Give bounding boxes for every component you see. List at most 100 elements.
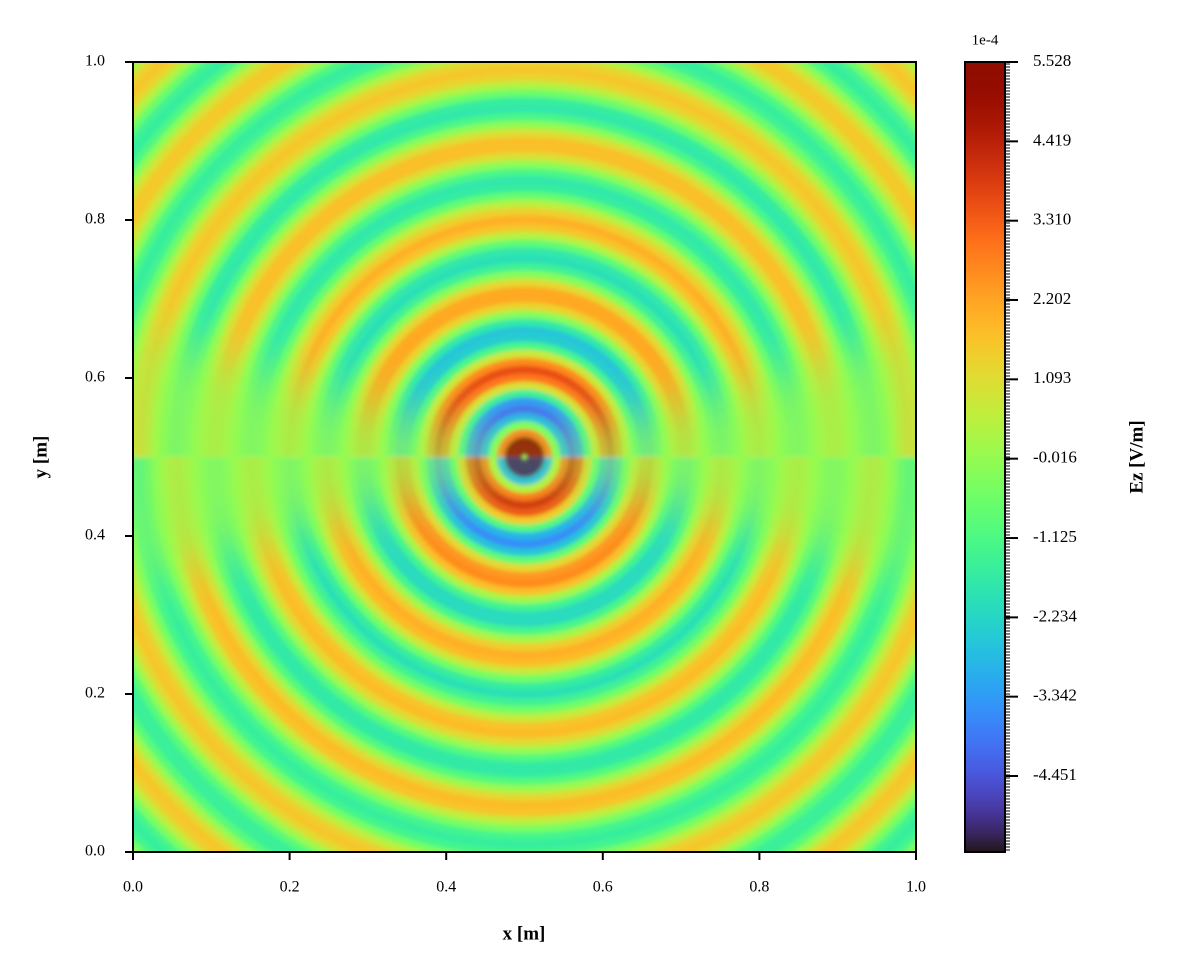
ring-below bbox=[449, 456, 600, 533]
ring-below bbox=[324, 456, 725, 659]
ring-above bbox=[496, 428, 553, 458]
ring-below bbox=[144, 456, 905, 841]
colorbar-tick-label: -3.342 bbox=[1033, 686, 1077, 705]
ring-above bbox=[222, 152, 827, 458]
ring-below bbox=[496, 456, 553, 486]
colorbar-tick-label: 5.528 bbox=[1033, 51, 1071, 70]
ring-above bbox=[386, 318, 663, 458]
x-tick-label: 1.0 bbox=[906, 879, 926, 896]
y-axis-label: y [m] bbox=[30, 436, 51, 479]
ring-below bbox=[441, 456, 608, 541]
ring-above bbox=[151, 81, 898, 458]
x-tick-label: 0.2 bbox=[280, 879, 300, 896]
ring-below bbox=[410, 456, 639, 573]
ring-above bbox=[332, 262, 717, 458]
ring-below bbox=[339, 456, 710, 644]
ring-above bbox=[133, 62, 916, 269]
ring-above bbox=[269, 199, 780, 458]
colorbar-minor-ticks bbox=[1005, 63, 1010, 851]
colorbar-offset: 1e-4 bbox=[972, 32, 999, 48]
ring-below bbox=[379, 456, 670, 604]
ring-above bbox=[277, 207, 772, 458]
colorbar-tick-label: -1.125 bbox=[1033, 527, 1077, 546]
colorbar-tick-label: 3.310 bbox=[1033, 210, 1071, 229]
ring-above bbox=[191, 120, 858, 458]
y-tick-label: 0.8 bbox=[85, 211, 105, 228]
ring-above bbox=[253, 183, 796, 458]
colorbar-tick-label: 4.419 bbox=[1033, 130, 1071, 149]
y-tick-label: 1.0 bbox=[85, 53, 105, 70]
ring-above bbox=[133, 62, 916, 309]
ring-above bbox=[133, 62, 916, 406]
ring-above bbox=[480, 413, 569, 458]
colorbar-tick-label: 1.093 bbox=[1033, 368, 1071, 387]
ring-below bbox=[277, 456, 772, 707]
ring-below bbox=[198, 456, 851, 786]
ring-above bbox=[133, 62, 916, 363]
ring-below bbox=[316, 456, 733, 667]
ring-below bbox=[355, 456, 694, 628]
colorbar-label: Ez [V/m] bbox=[1126, 420, 1147, 493]
ring-above bbox=[159, 89, 890, 458]
ring-below bbox=[488, 456, 561, 494]
ring-below bbox=[433, 456, 616, 549]
ring-above bbox=[512, 444, 537, 458]
ring-above bbox=[324, 255, 725, 458]
colorbar-tick-label: -4.451 bbox=[1033, 765, 1077, 784]
ring-above bbox=[339, 270, 710, 458]
colorbar bbox=[964, 61, 1006, 853]
ring-above bbox=[206, 136, 843, 458]
ring-below bbox=[151, 456, 898, 833]
ring-above bbox=[133, 62, 916, 288]
y-tick-label: 0.6 bbox=[85, 369, 105, 386]
ring-below bbox=[183, 456, 866, 802]
x-tick-label: 0.8 bbox=[749, 879, 769, 896]
ring-above bbox=[144, 73, 905, 458]
ring-above bbox=[449, 381, 600, 458]
ring-below bbox=[512, 456, 537, 470]
ring-below bbox=[214, 456, 835, 770]
ring-above bbox=[473, 405, 576, 458]
colorbar-tick-label: -2.234 bbox=[1033, 606, 1077, 625]
x-tick-label: 0.4 bbox=[436, 879, 456, 896]
ring-above bbox=[371, 302, 678, 458]
ring-below bbox=[504, 456, 545, 478]
field bbox=[133, 62, 916, 852]
ring-below bbox=[191, 456, 858, 794]
ring-below bbox=[133, 508, 916, 852]
ring-below bbox=[238, 456, 811, 746]
ring-above bbox=[261, 191, 788, 458]
ring-above bbox=[198, 128, 851, 458]
ring-above bbox=[245, 176, 804, 458]
ring-above bbox=[418, 349, 631, 458]
ring-above bbox=[363, 294, 686, 458]
ring-below bbox=[133, 581, 916, 852]
ring-below bbox=[133, 626, 916, 852]
ring-above bbox=[504, 436, 545, 458]
ring-below bbox=[133, 605, 916, 852]
ring-above bbox=[488, 420, 561, 458]
ring-below bbox=[332, 456, 717, 652]
ring-below bbox=[253, 456, 796, 731]
ring-above bbox=[426, 357, 623, 458]
ring-below bbox=[167, 456, 882, 817]
ring-above bbox=[347, 278, 702, 458]
ring-above bbox=[410, 341, 639, 458]
ring-above bbox=[183, 112, 866, 458]
ring-above bbox=[433, 365, 616, 458]
ring-above bbox=[167, 97, 882, 458]
ring-below bbox=[285, 456, 764, 699]
ring-below bbox=[386, 456, 663, 596]
ring-above bbox=[214, 144, 835, 458]
ring-above bbox=[133, 62, 916, 333]
ring-below bbox=[136, 456, 913, 849]
ring-below bbox=[159, 456, 890, 825]
rings bbox=[133, 62, 916, 852]
ring-below bbox=[206, 456, 843, 778]
y-tick-label: 0.2 bbox=[85, 685, 105, 702]
ring-above bbox=[402, 334, 647, 458]
ring-below bbox=[363, 456, 686, 620]
ring-below bbox=[457, 456, 592, 525]
ring-above bbox=[355, 286, 694, 458]
ring-below bbox=[465, 456, 584, 517]
